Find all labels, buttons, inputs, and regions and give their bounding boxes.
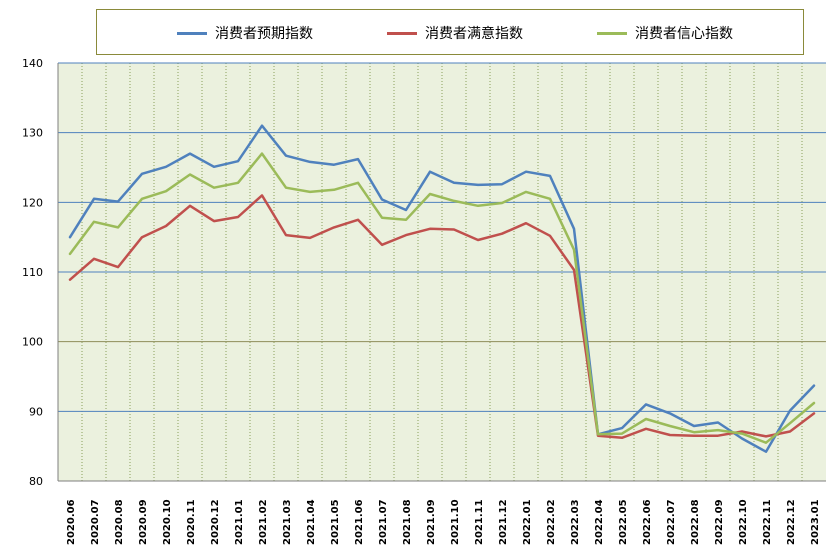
legend-label-confidence: 消费者信心指数 <box>635 26 733 42</box>
x-tick-label: 2022.09 <box>714 499 725 545</box>
y-tick-label: 100 <box>22 336 43 349</box>
x-tick-label: 2021.03 <box>282 499 293 545</box>
x-axis-ticks: 2020.06 2020.07 2020.08 2020.09 2020.10 2020.… <box>66 499 821 545</box>
legend: 消费者预期指数 消费者满意指数 消费者信心指数 <box>96 9 804 55</box>
x-tick-label: 2020.11 <box>186 499 197 545</box>
x-tick-label: 2021.09 <box>426 499 437 545</box>
x-tick-label: 2020.12 <box>210 499 221 545</box>
y-tick-label: 120 <box>22 196 43 209</box>
y-tick-label: 80 <box>29 475 43 488</box>
x-tick-label: 2021.12 <box>498 499 509 545</box>
y-tick-label: 140 <box>22 57 43 70</box>
series-line-1 <box>68 194 816 440</box>
x-tick-label: 2022.10 <box>738 499 749 545</box>
series-lines <box>68 124 816 453</box>
x-tick-label: 2021.01 <box>234 499 245 545</box>
x-tick-label: 2023.01 <box>810 499 821 545</box>
x-tick-label: 2021.07 <box>378 499 389 545</box>
x-tick-label: 2022.01 <box>522 499 533 545</box>
legend-swatch-confidence <box>597 31 627 35</box>
legend-item-satisfaction: 消费者满意指数 <box>387 10 523 56</box>
series-line-2 <box>68 152 816 444</box>
x-tick-label: 2021.06 <box>354 499 365 545</box>
series-line-0 <box>68 124 816 453</box>
x-tick-label: 2021.02 <box>258 499 269 545</box>
legend-swatch-satisfaction <box>387 31 417 35</box>
x-tick-label: 2021.08 <box>402 499 413 545</box>
x-tick-label: 2022.05 <box>618 499 629 545</box>
x-tick-label: 2020.10 <box>162 499 173 545</box>
legend-item-expectation: 消费者预期指数 <box>177 10 313 56</box>
legend-swatch-expectation <box>177 31 207 35</box>
x-tick-label: 2022.03 <box>570 499 581 545</box>
x-tick-label: 2021.10 <box>450 499 461 545</box>
x-tick-label: 2022.12 <box>786 499 797 545</box>
x-tick-label: 2022.02 <box>546 499 557 545</box>
x-tick-label: 2022.06 <box>642 499 653 545</box>
x-tick-label: 2022.04 <box>594 499 605 545</box>
x-tick-label: 2021.04 <box>306 499 317 545</box>
x-tick-label: 2022.11 <box>762 499 773 545</box>
x-tick-label: 2022.07 <box>666 499 677 545</box>
y-axis-ticks: 80 90 100 110 120 130 140 <box>22 57 43 488</box>
legend-label-satisfaction: 消费者满意指数 <box>425 26 523 42</box>
x-tick-label: 2021.05 <box>330 499 341 545</box>
horizontal-grid <box>57 62 826 482</box>
y-tick-label: 130 <box>22 127 43 140</box>
legend-item-confidence: 消费者信心指数 <box>597 10 733 56</box>
y-tick-label: 110 <box>22 266 43 279</box>
x-tick-label: 2020.08 <box>114 499 125 545</box>
x-tick-label: 2021.11 <box>474 499 485 545</box>
x-tick-label: 2020.09 <box>138 499 149 545</box>
y-tick-label: 90 <box>29 405 43 418</box>
x-tick-label: 2022.08 <box>690 499 701 545</box>
legend-label-expectation: 消费者预期指数 <box>215 26 313 42</box>
x-tick-label: 2020.06 <box>66 499 77 545</box>
x-tick-label: 2020.07 <box>90 499 101 545</box>
